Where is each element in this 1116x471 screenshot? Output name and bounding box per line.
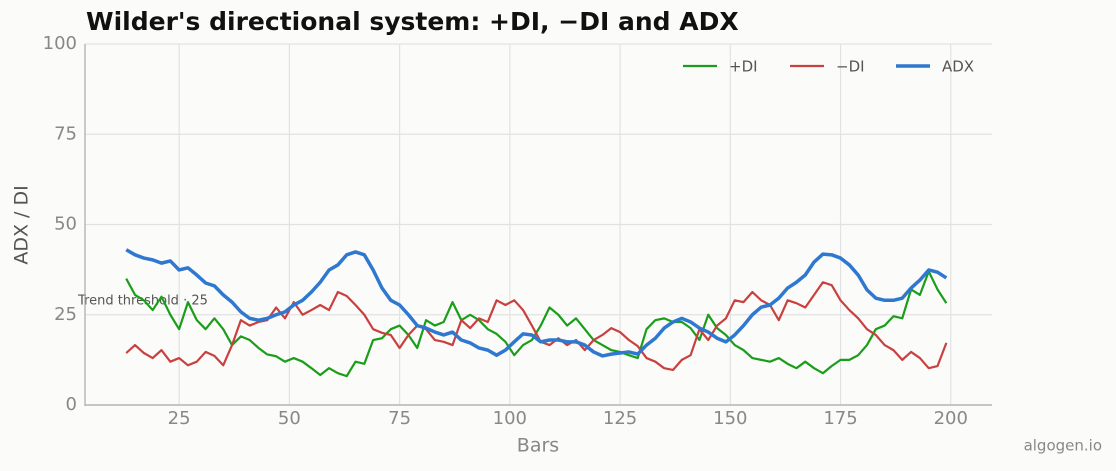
x-tick-label: 50 xyxy=(278,408,301,429)
y-tick-label: 50 xyxy=(54,214,77,235)
y-tick-label: 100 xyxy=(43,33,77,54)
x-tick-label: 150 xyxy=(713,408,747,429)
legend-label: ADX xyxy=(942,58,974,76)
watermark: algogen.io xyxy=(1024,437,1102,455)
y-tick-label: 0 xyxy=(66,394,77,415)
x-axis-label: Bars xyxy=(517,435,559,457)
x-tick-label: 75 xyxy=(388,408,411,429)
line-series xyxy=(125,281,948,372)
x-tick-label: 25 xyxy=(168,408,191,429)
y-tick-label: 75 xyxy=(54,123,77,144)
x-tick-label: 200 xyxy=(934,408,968,429)
x-tick-label: 175 xyxy=(823,408,857,429)
plot-area xyxy=(125,248,948,378)
y-tick-label: 25 xyxy=(54,304,77,325)
grid: 0 25 50 75 100 25 50 75 100 125 150 175 200 xyxy=(43,33,992,429)
legend-label: +DI xyxy=(729,58,758,76)
line-series xyxy=(125,248,948,358)
y-axis-label: ADX / DI xyxy=(11,185,33,264)
legend-label: −DI xyxy=(836,58,865,76)
legend: +DI −DI ADX xyxy=(683,58,974,76)
x-tick-label: 125 xyxy=(603,408,637,429)
x-tick-label: 100 xyxy=(493,408,527,429)
chart-title: Wilder's directional system: +DI, −DI an… xyxy=(86,7,739,36)
annotation: Trend threshold · 25 xyxy=(77,294,208,309)
